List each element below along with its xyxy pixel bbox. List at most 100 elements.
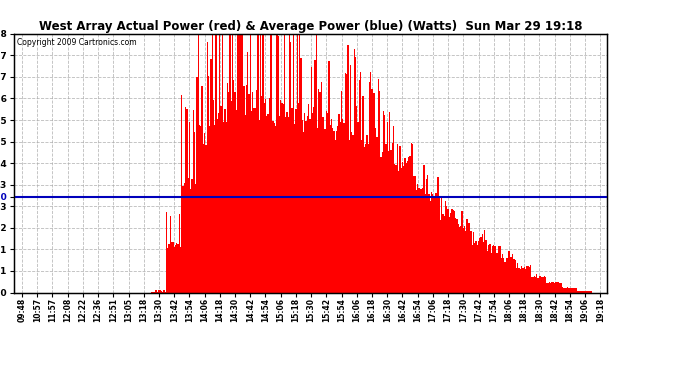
Bar <box>217 119 218 292</box>
Bar <box>347 45 348 292</box>
Bar <box>276 34 277 292</box>
Bar <box>257 34 259 292</box>
Bar <box>563 288 564 292</box>
Bar <box>484 230 486 292</box>
Bar <box>158 290 159 292</box>
Bar <box>341 91 342 292</box>
Bar <box>406 163 407 292</box>
Bar <box>510 257 511 292</box>
Bar <box>241 34 242 292</box>
Bar <box>328 62 330 292</box>
Bar <box>167 248 168 292</box>
Bar <box>584 291 586 292</box>
Bar <box>392 143 393 292</box>
Bar <box>495 254 497 292</box>
Bar <box>168 244 170 292</box>
Bar <box>442 214 444 292</box>
Bar <box>284 34 285 292</box>
Bar <box>379 90 380 292</box>
Bar <box>389 112 391 292</box>
Bar <box>468 223 469 292</box>
Bar <box>279 116 280 292</box>
Bar <box>433 198 435 292</box>
Bar <box>489 244 491 292</box>
Bar <box>270 34 271 292</box>
Bar <box>321 81 322 292</box>
Bar <box>503 258 504 292</box>
Bar <box>554 283 555 292</box>
Bar <box>501 258 502 292</box>
Bar <box>238 34 239 292</box>
Bar <box>186 110 188 292</box>
Bar <box>218 113 219 292</box>
Bar <box>421 189 422 292</box>
Bar <box>491 253 492 292</box>
Bar <box>569 288 571 292</box>
Bar <box>459 227 460 292</box>
Bar <box>400 168 402 292</box>
Bar <box>483 242 484 292</box>
Bar <box>386 122 388 292</box>
Bar <box>261 96 262 292</box>
Bar <box>407 161 408 292</box>
Bar <box>190 189 191 292</box>
Bar <box>591 291 592 292</box>
Bar <box>444 216 445 292</box>
Bar <box>578 291 580 292</box>
Bar <box>294 124 295 292</box>
Bar <box>440 220 441 292</box>
Bar <box>480 237 482 292</box>
Bar <box>327 112 328 292</box>
Bar <box>297 34 298 292</box>
Bar <box>385 144 386 292</box>
Bar <box>565 288 566 292</box>
Bar <box>244 116 246 292</box>
Bar <box>288 117 289 292</box>
Bar <box>282 103 283 292</box>
Bar <box>185 106 186 292</box>
Bar <box>403 166 404 292</box>
Bar <box>208 76 209 292</box>
Bar <box>166 212 167 292</box>
Bar <box>232 34 233 292</box>
Bar <box>525 268 526 292</box>
Bar <box>369 82 370 292</box>
Bar <box>360 72 362 292</box>
Bar <box>439 197 440 292</box>
Bar <box>427 175 428 292</box>
Bar <box>199 125 200 292</box>
Bar <box>223 122 224 292</box>
Bar <box>359 80 360 292</box>
Bar <box>511 257 512 292</box>
Bar <box>265 99 266 292</box>
Bar <box>224 109 226 292</box>
Bar <box>264 103 265 292</box>
Bar <box>333 131 335 292</box>
Bar <box>280 100 282 292</box>
Bar <box>159 290 161 292</box>
Bar <box>156 290 157 292</box>
Bar <box>197 34 199 292</box>
Bar <box>290 42 291 292</box>
Bar <box>203 144 204 292</box>
Bar <box>277 36 279 292</box>
Bar <box>155 290 156 292</box>
Bar <box>445 201 446 292</box>
Bar <box>436 193 437 292</box>
Bar <box>463 228 464 292</box>
Bar <box>404 158 406 292</box>
Bar <box>432 194 433 292</box>
Bar <box>368 144 369 292</box>
Bar <box>318 89 319 292</box>
Bar <box>252 92 253 292</box>
Bar <box>497 253 498 292</box>
Bar <box>319 93 321 292</box>
Bar <box>326 111 327 292</box>
Bar <box>230 101 232 292</box>
Bar <box>469 223 471 292</box>
Bar <box>181 95 182 292</box>
Bar <box>545 278 546 292</box>
Bar <box>502 254 503 292</box>
Bar <box>303 132 304 292</box>
Bar <box>498 246 500 292</box>
